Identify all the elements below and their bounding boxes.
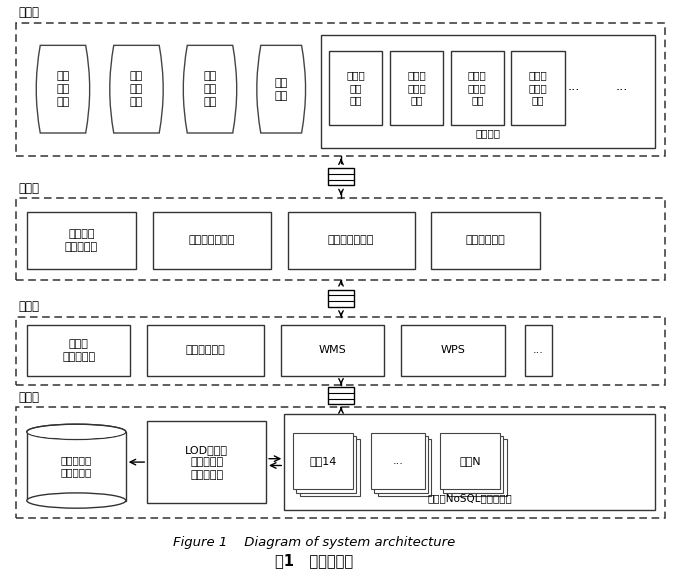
Bar [371, 433, 424, 489]
Text: 多线程数据加载: 多线程数据加载 [328, 235, 374, 245]
Bar [16, 23, 665, 156]
PathPatch shape [110, 46, 163, 133]
Text: 数据层: 数据层 [19, 391, 40, 404]
Text: 分片N: 分片N [459, 456, 481, 466]
Bar [327, 388, 355, 404]
Bar [390, 51, 443, 125]
Bar [443, 436, 503, 493]
Bar [27, 325, 130, 376]
Bar [281, 325, 385, 376]
Text: 空间科学数
据元数据库: 空间科学数 据元数据库 [61, 455, 92, 478]
Text: 应用层: 应用层 [19, 6, 40, 20]
Text: 飞行器
轨道
仿真: 飞行器 轨道 仿真 [346, 70, 365, 106]
Bar [16, 407, 665, 518]
Bar [147, 421, 266, 503]
Text: 历史
数据
浏览: 历史 数据 浏览 [130, 72, 143, 107]
Text: 瓦片数据服务: 瓦片数据服务 [186, 345, 226, 355]
Bar [288, 212, 415, 269]
Bar [512, 51, 565, 125]
Bar [378, 440, 431, 496]
Bar [327, 290, 355, 307]
Bar [147, 325, 264, 376]
Text: 平台层: 平台层 [19, 182, 40, 194]
Bar [525, 325, 552, 376]
Bar [27, 212, 136, 269]
Bar [153, 212, 271, 269]
Text: ...: ... [567, 80, 580, 93]
Text: 元数据
索引与调度: 元数据 索引与调度 [62, 339, 95, 362]
Text: 空间数
据应用
插件: 空间数 据应用 插件 [529, 70, 548, 106]
Bar [327, 168, 355, 185]
Text: 平台插件管理: 平台插件管理 [466, 235, 505, 245]
Bar [16, 198, 665, 280]
Text: ...: ... [533, 345, 544, 355]
Bar [374, 436, 428, 493]
Text: 应用插件: 应用插件 [475, 128, 501, 138]
Bar [293, 433, 353, 489]
Bar [431, 212, 540, 269]
Ellipse shape [27, 493, 125, 508]
Text: LOD处理及
空间科学数
据入库程序: LOD处理及 空间科学数 据入库程序 [185, 445, 228, 480]
Ellipse shape [27, 424, 125, 440]
Text: ...: ... [616, 80, 628, 93]
Bar [321, 35, 655, 148]
Bar [329, 51, 383, 125]
Text: ...: ... [392, 456, 403, 466]
Bar [401, 325, 505, 376]
Text: Figure 1    Diagram of system architecture: Figure 1 Diagram of system architecture [173, 537, 456, 549]
Text: 空间数
据挖掘
插件: 空间数 据挖掘 插件 [407, 70, 426, 106]
Bar [447, 440, 507, 496]
Text: 三维地球
可视化渲染: 三维地球 可视化渲染 [65, 229, 98, 252]
Text: 空间数
据分析
工具: 空间数 据分析 工具 [468, 70, 487, 106]
Bar [16, 317, 665, 385]
Text: 图1   系统架构图: 图1 系统架构图 [276, 553, 353, 568]
Bar [440, 433, 500, 489]
Text: 分布式NoSQL存档数据库: 分布式NoSQL存档数据库 [428, 493, 512, 503]
Text: 影像
定位: 影像 定位 [275, 78, 288, 100]
Bar [27, 432, 125, 500]
Text: 服务层: 服务层 [19, 301, 40, 313]
Bar [451, 51, 504, 125]
Bar [284, 414, 655, 510]
Text: WPS: WPS [441, 345, 465, 355]
Text: WMS: WMS [318, 345, 346, 355]
Bar [296, 436, 357, 493]
Text: 分片14: 分片14 [309, 456, 337, 466]
Bar [299, 440, 359, 496]
PathPatch shape [183, 46, 237, 133]
Text: 内存、缓存管理: 内存、缓存管理 [189, 235, 235, 245]
Text: 数据
查询
检索: 数据 查询 检索 [57, 72, 70, 107]
PathPatch shape [257, 46, 306, 133]
PathPatch shape [36, 46, 90, 133]
Text: 影像
无缝
镶嵌: 影像 无缝 镶嵌 [203, 72, 217, 107]
Ellipse shape [27, 425, 125, 439]
